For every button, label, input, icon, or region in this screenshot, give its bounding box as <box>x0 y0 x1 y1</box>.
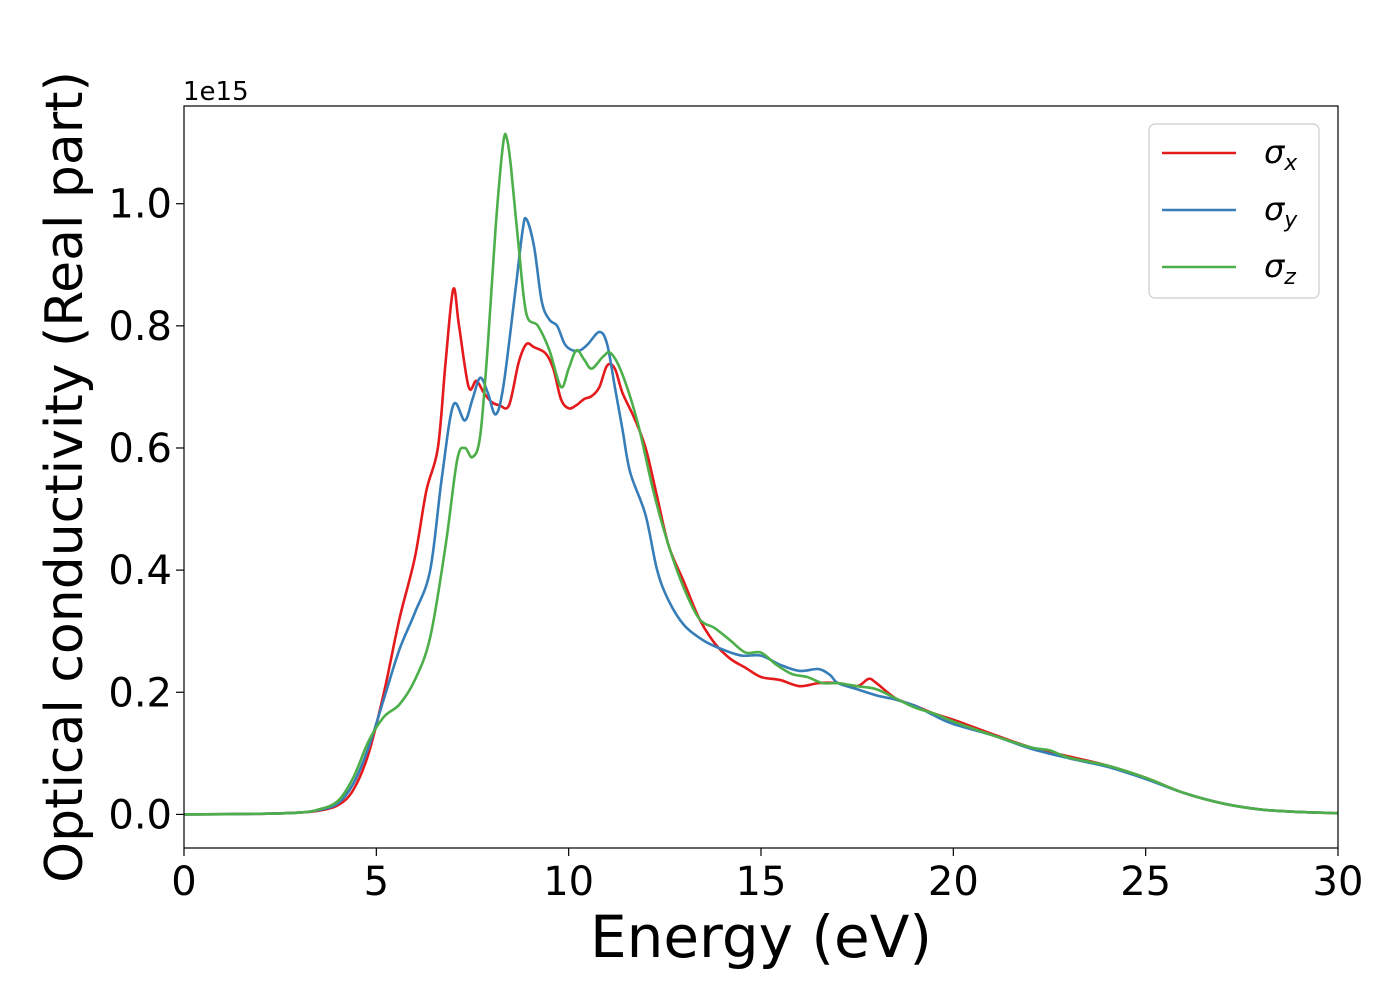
y-tick-label: 0.4 <box>108 548 172 594</box>
y-tick-label: 0.2 <box>108 670 172 716</box>
legend-label-y: σy <box>1264 190 1298 233</box>
x-tick-label: 0 <box>171 859 196 905</box>
x-tick-label: 10 <box>543 859 594 905</box>
x-tick-label: 15 <box>736 859 787 905</box>
legend-label-z: σz <box>1264 247 1296 290</box>
plot-lines <box>183 132 1339 816</box>
legend: σx σy σz <box>1148 123 1320 299</box>
x-tick-label: 5 <box>364 859 389 905</box>
x-tick-label: 30 <box>1313 859 1364 905</box>
x-tick-label: 25 <box>1120 859 1171 905</box>
x-axis-ticks: 0 5 10 15 20 25 30 <box>171 848 1363 905</box>
legend-label-x: σx <box>1264 133 1298 176</box>
y-offset-text: 1e15 <box>183 77 249 107</box>
y-tick-label: 0.6 <box>108 426 172 472</box>
series-line-z <box>183 132 1339 816</box>
y-axis-ticks: 0.0 0.2 0.4 0.6 0.8 1.0 <box>108 182 184 838</box>
series-line-y <box>183 216 1339 816</box>
series-line-x <box>183 287 1339 816</box>
y-axis-label: Optical conductivity (Real part) <box>35 71 95 883</box>
y-tick-label: 0.0 <box>108 792 172 838</box>
x-tick-label: 20 <box>928 859 979 905</box>
y-tick-label: 1.0 <box>108 182 172 228</box>
y-tick-label: 0.8 <box>108 304 172 350</box>
x-axis-label: Energy (eV) <box>590 903 932 971</box>
